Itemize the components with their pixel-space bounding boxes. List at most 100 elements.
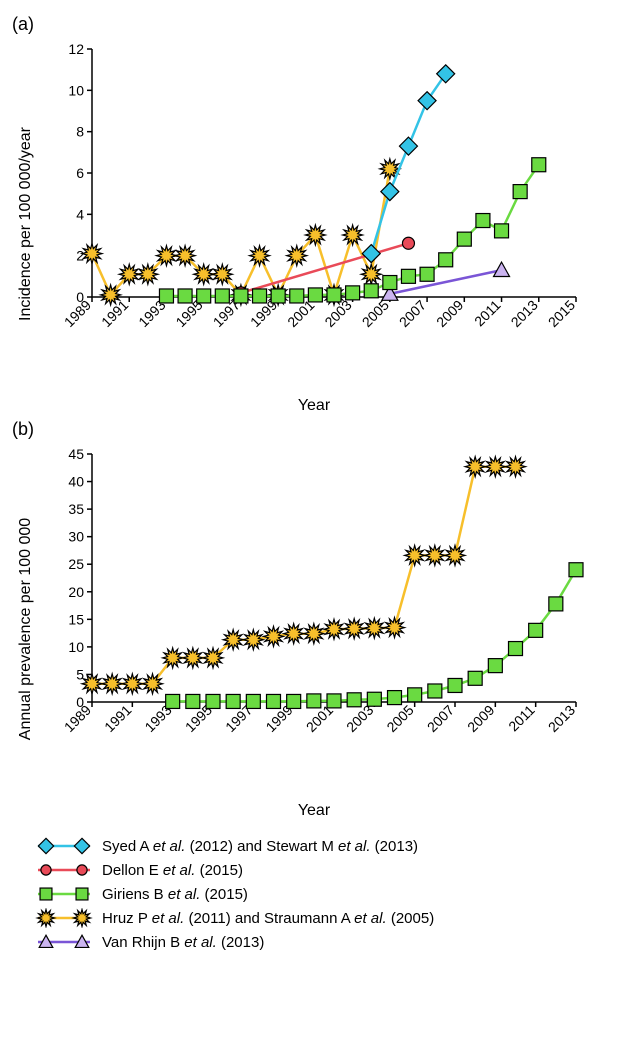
chart-b-xlabel: Year (34, 802, 594, 820)
data-point (234, 289, 248, 303)
svg-text:2013: 2013 (508, 297, 541, 330)
svg-text:2011: 2011 (471, 297, 504, 330)
svg-text:15: 15 (68, 611, 84, 627)
svg-text:2: 2 (76, 248, 84, 264)
svg-text:2005: 2005 (383, 702, 416, 735)
chart-a-wrap: Incidence per 100 000/year 0246810121989… (34, 35, 594, 413)
panel-a-label: (a) (12, 14, 618, 35)
data-point (418, 92, 436, 110)
data-point (327, 694, 341, 708)
data-point (246, 694, 260, 708)
data-point (206, 694, 220, 708)
svg-text:12: 12 (68, 41, 84, 57)
data-point (495, 224, 509, 238)
legend-swatch-dellon (34, 860, 94, 880)
svg-text:25: 25 (68, 556, 84, 572)
svg-text:4: 4 (76, 206, 84, 222)
data-point (388, 691, 402, 705)
svg-text:2009: 2009 (464, 702, 497, 735)
svg-text:30: 30 (68, 529, 84, 545)
svg-text:2013: 2013 (545, 702, 578, 735)
legend-row-hruz: Hruz P et al. (2011) and Straumann A et … (34, 908, 618, 928)
data-point (513, 185, 527, 199)
data-point (82, 244, 102, 264)
data-point (448, 678, 462, 692)
data-point (324, 619, 344, 639)
data-point (364, 284, 378, 298)
data-point (122, 674, 142, 694)
data-point (304, 624, 324, 644)
chart-b-svg: 0510152025303540451989199119931995199719… (34, 440, 594, 760)
data-point (267, 694, 281, 708)
svg-text:2009: 2009 (433, 297, 466, 330)
data-point (308, 288, 322, 302)
svg-text:20: 20 (68, 584, 84, 600)
data-point (468, 671, 482, 685)
svg-text:2007: 2007 (396, 297, 429, 330)
svg-text:40: 40 (68, 474, 84, 490)
legend: Syed A et al. (2012) and Stewart M et al… (34, 836, 618, 952)
data-point (253, 289, 267, 303)
data-point (383, 276, 397, 290)
legend-swatch-hruz (34, 908, 94, 928)
data-point (215, 289, 229, 303)
data-point (405, 545, 425, 565)
legend-label-giriens: Giriens B et al. (2015) (102, 886, 248, 903)
data-point (243, 630, 263, 650)
svg-text:1989: 1989 (61, 297, 94, 330)
data-point (476, 214, 490, 228)
data-point (159, 289, 173, 303)
data-point (102, 674, 122, 694)
data-point (287, 694, 301, 708)
data-point (401, 269, 415, 283)
legend-label-syed: Syed A et al. (2012) and Stewart M et al… (102, 838, 418, 855)
chart-a-xlabel: Year (34, 397, 594, 415)
svg-text:10: 10 (68, 82, 84, 98)
svg-text:2011: 2011 (505, 702, 538, 735)
svg-text:10: 10 (68, 639, 84, 655)
legend-label-dellon: Dellon E et al. (2015) (102, 862, 243, 879)
data-point (569, 563, 583, 577)
data-point (420, 267, 434, 281)
data-point (183, 648, 203, 668)
chart-a-svg: 0246810121989199119931995199719992001200… (34, 35, 594, 355)
panel-b-label: (b) (12, 419, 618, 440)
data-point (439, 253, 453, 267)
svg-text:2005: 2005 (359, 297, 392, 330)
data-point (284, 624, 304, 644)
legend-swatch-giriens (34, 884, 94, 904)
data-point (343, 225, 363, 245)
data-point (346, 286, 360, 300)
data-point (425, 545, 445, 565)
data-point (361, 264, 381, 284)
data-point (385, 618, 405, 638)
data-point (226, 694, 240, 708)
chart-b-wrap: Annual prevalence per 100 000 0510152025… (34, 440, 594, 818)
legend-row-vanrhijn: Van Rhijn B et al. (2013) (34, 932, 618, 952)
data-point (457, 232, 471, 246)
data-point (186, 694, 200, 708)
data-point (465, 457, 485, 477)
data-point (399, 137, 417, 155)
svg-text:35: 35 (68, 501, 84, 517)
data-point (271, 289, 285, 303)
data-point (428, 684, 442, 698)
chart-b-ylabel: Annual prevalence per 100 000 (17, 518, 35, 740)
legend-row-giriens: Giriens B et al. (2015) (34, 884, 618, 904)
data-point (549, 597, 563, 611)
svg-text:2015: 2015 (545, 297, 578, 330)
legend-label-hruz: Hruz P et al. (2011) and Straumann A et … (102, 910, 434, 927)
legend-label-vanrhijn: Van Rhijn B et al. (2013) (102, 934, 264, 951)
legend-swatch-syed (34, 836, 94, 856)
data-point (82, 674, 102, 694)
data-point (445, 545, 465, 565)
data-point (494, 262, 510, 276)
data-point (488, 659, 502, 673)
data-point (485, 457, 505, 477)
svg-text:1991: 1991 (101, 702, 134, 735)
data-point (408, 688, 422, 702)
data-point (347, 693, 361, 707)
data-point (166, 694, 180, 708)
data-point (506, 457, 526, 477)
legend-row-dellon: Dellon E et al. (2015) (34, 860, 618, 880)
